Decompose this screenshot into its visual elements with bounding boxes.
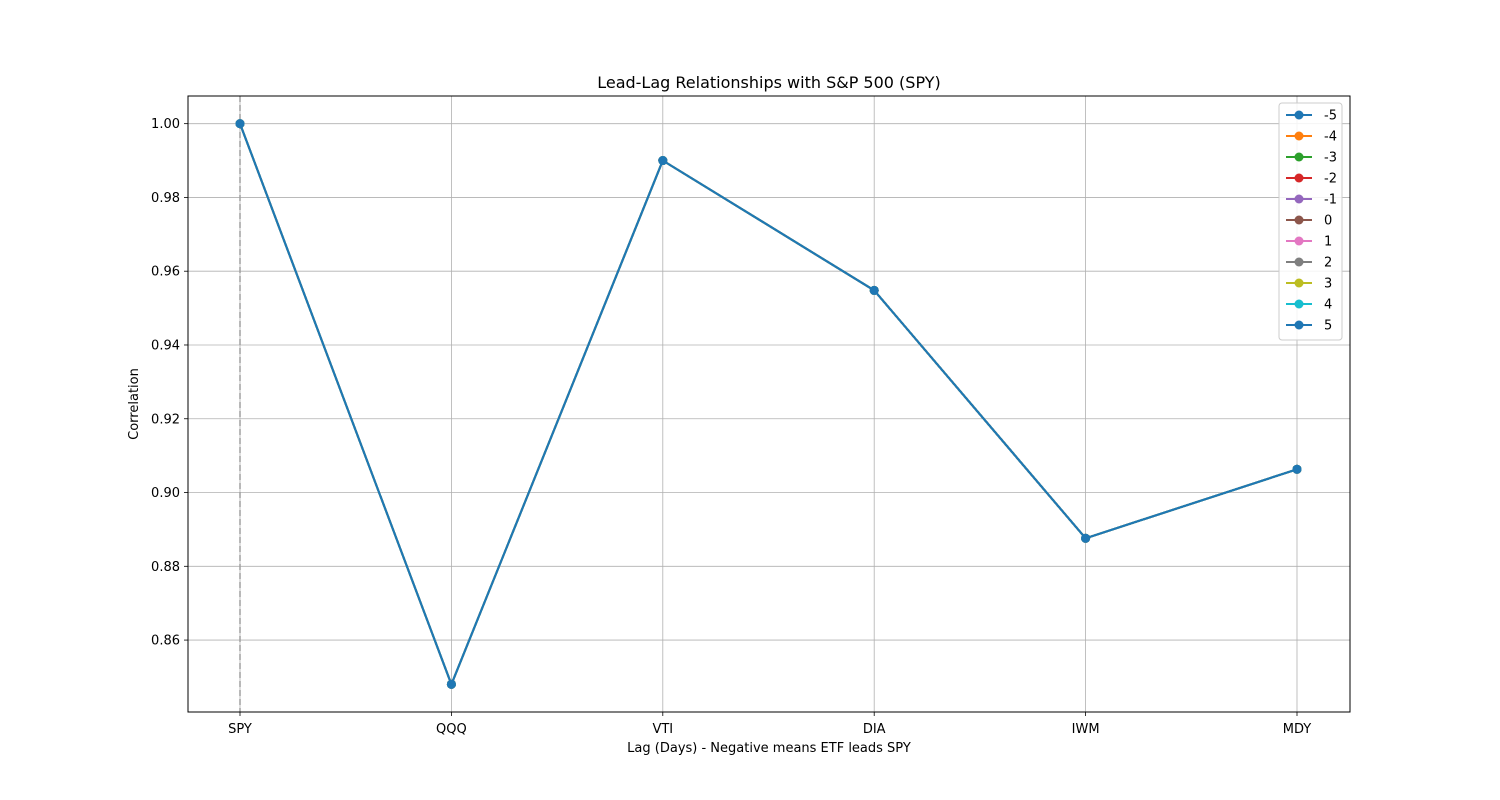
legend-label: 1 — [1324, 235, 1332, 250]
legend-swatch-marker — [1294, 215, 1304, 225]
series-5 — [235, 119, 1302, 689]
legend-frame — [1278, 102, 1343, 341]
y-axis-ticks: 0.86 0.88 0.90 0.92 0.94 0.96 0.98 1.00 — [151, 117, 188, 649]
x-tick-label: QQQ — [436, 722, 467, 737]
legend-swatch-marker — [1294, 236, 1304, 246]
y-tick-label: 0.96 — [151, 265, 180, 280]
data-point — [1292, 464, 1302, 474]
legend-entry: 0 — [1286, 214, 1332, 229]
x-axis-ticks: SPY QQQ VTI DIA IWM MDY — [228, 712, 1311, 737]
legend-label: -3 — [1324, 151, 1337, 166]
legend-label: 4 — [1324, 298, 1332, 313]
y-tick-label: 0.86 — [151, 634, 180, 649]
y-tick-label: 1.00 — [151, 117, 180, 132]
legend-swatch-marker — [1294, 299, 1304, 309]
legend-swatch-marker — [1294, 320, 1304, 330]
legend-swatch-marker — [1294, 152, 1304, 162]
legend-label: 3 — [1324, 277, 1332, 292]
legend-swatch-marker — [1294, 257, 1304, 267]
data-point — [446, 679, 456, 689]
legend-swatch-marker — [1294, 131, 1304, 141]
legend-entry: -3 — [1286, 151, 1337, 166]
legend-label: -1 — [1324, 193, 1337, 208]
x-tick-label: IWM — [1072, 722, 1100, 737]
y-tick-label: 0.92 — [151, 412, 180, 427]
x-tick-label: SPY — [228, 722, 252, 737]
legend-swatch-marker — [1294, 194, 1304, 204]
x-axis-title: Lag (Days) - Negative means ETF leads SP… — [627, 741, 911, 756]
x-tick-label: VTI — [652, 722, 673, 737]
series-layer — [235, 119, 1302, 689]
legend-label: 2 — [1324, 256, 1332, 271]
x-tick-label: MDY — [1283, 722, 1312, 737]
legend-swatch-marker — [1294, 110, 1304, 120]
legend-entry: 4 — [1286, 298, 1332, 313]
legend-label: 0 — [1324, 214, 1332, 229]
data-point — [869, 285, 879, 295]
data-point — [658, 156, 668, 166]
legend-label: -2 — [1324, 172, 1337, 187]
series-line — [239, 123, 1298, 686]
legend-entry: 3 — [1286, 277, 1332, 292]
legend-swatch-marker — [1294, 173, 1304, 183]
plot-frame — [187, 95, 1351, 713]
legend-entry: 1 — [1286, 235, 1332, 250]
legend-entry: 5 — [1286, 319, 1332, 334]
y-tick-label: 0.88 — [151, 560, 180, 575]
legend-entry: 2 — [1286, 256, 1332, 271]
legend-label: -4 — [1324, 130, 1337, 145]
y-tick-label: 0.90 — [151, 486, 180, 501]
chart-title: Lead-Lag Relationships with S&P 500 (SPY… — [597, 73, 941, 92]
legend-entry: -4 — [1286, 130, 1337, 145]
legend-label: 5 — [1324, 319, 1332, 334]
y-axis-title: Correlation — [127, 368, 142, 440]
legend-entry: -2 — [1286, 172, 1337, 187]
data-point — [1081, 533, 1091, 543]
y-tick-label: 0.94 — [151, 338, 180, 353]
x-tick-label: DIA — [863, 722, 886, 737]
legend: -5 -4 -3 -2 -1 0 1 2 3 4 5 — [1278, 102, 1343, 341]
legend-label: -5 — [1324, 109, 1337, 124]
legend-entry: -5 — [1286, 109, 1337, 124]
y-tick-label: 0.98 — [151, 191, 180, 206]
data-point — [235, 119, 245, 129]
legend-entry: -1 — [1286, 193, 1337, 208]
legend-swatch-marker — [1294, 278, 1304, 288]
